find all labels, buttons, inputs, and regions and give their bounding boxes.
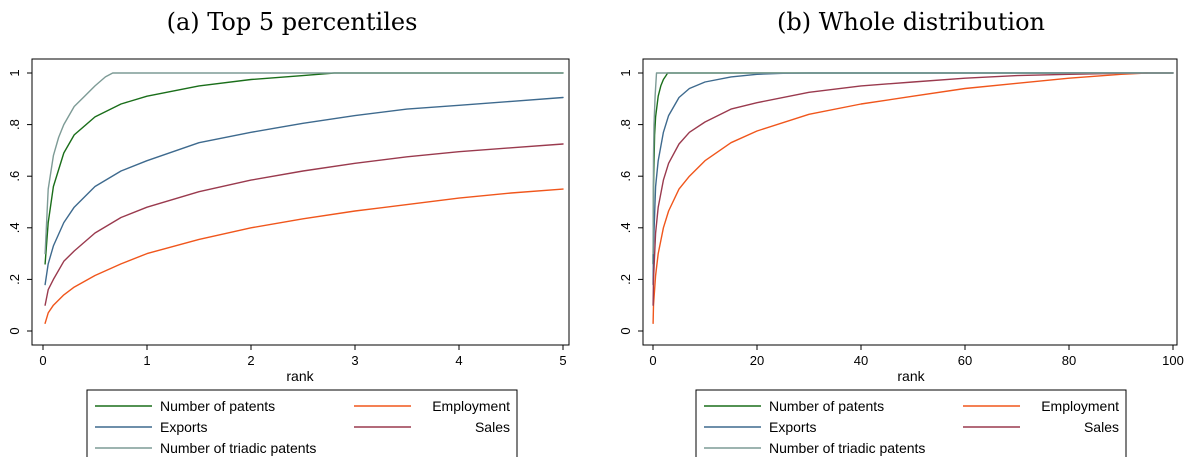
x-tick-label: 80 <box>1062 353 1076 368</box>
x-axis-label: rank <box>897 368 925 384</box>
legend-label: Sales <box>1084 419 1119 435</box>
series-line-sales <box>44 143 564 306</box>
y-tick-label: .8 <box>618 119 633 130</box>
x-tick-label: 4 <box>455 353 462 368</box>
x-tick-label: 100 <box>1162 353 1184 368</box>
x-tick-label: 60 <box>958 353 972 368</box>
series-line-employment <box>44 188 564 324</box>
legend-box <box>695 389 1127 457</box>
x-tick-label: 40 <box>854 353 868 368</box>
legend-label: Number of triadic patents <box>769 440 925 456</box>
legend-label: Number of patents <box>769 398 884 414</box>
legend-label: Sales <box>475 419 510 435</box>
chart-title: (b) Whole distribution <box>777 8 1045 36</box>
series-line-number-of-triadic-patents <box>652 72 1174 255</box>
series-line-number-of-triadic-patents <box>44 72 564 255</box>
x-tick-label: 3 <box>351 353 358 368</box>
chart-panel-0: (a) Top 5 percentiles 0 1 2 3 4 5 0 .2 .4 .6 .8 1 ran… <box>7 8 570 457</box>
y-tick-label: .2 <box>618 274 633 285</box>
legend-label: Employment <box>432 398 510 414</box>
legend-label: Exports <box>160 419 207 435</box>
x-tick-label: 0 <box>39 353 46 368</box>
legend-label: Number of triadic patents <box>160 440 316 456</box>
series-line-exports <box>44 96 564 286</box>
y-tick-label: 0 <box>618 327 633 334</box>
y-tick-label: 0 <box>7 327 22 334</box>
y-tick-label: .6 <box>618 171 633 182</box>
y-tick-label: .4 <box>7 222 22 233</box>
y-tick-label: .6 <box>7 171 22 182</box>
y-tick-label: 1 <box>7 69 22 76</box>
legend-label: Employment <box>1041 398 1119 414</box>
y-tick-label: .2 <box>7 274 22 285</box>
plot-frame <box>642 58 1178 346</box>
x-tick-label: 0 <box>649 353 656 368</box>
y-tick-label: .4 <box>618 222 633 233</box>
x-axis-label: rank <box>286 368 314 384</box>
plot-frame <box>31 58 570 346</box>
x-tick-label: 2 <box>247 353 254 368</box>
series-line-sales <box>652 72 1174 306</box>
series-line-number-of-patents <box>44 72 564 265</box>
y-tick-label: 1 <box>618 69 633 76</box>
x-tick-label: 20 <box>750 353 764 368</box>
x-tick-label: 5 <box>559 353 566 368</box>
legend-label: Exports <box>769 419 816 435</box>
chart-panel-1: (b) Whole distribution 0 20 40 60 80 100 0 .2 .4.… <box>618 8 1184 457</box>
series-line-employment <box>652 72 1148 324</box>
chart-title: (a) Top 5 percentiles <box>167 8 418 36</box>
legend-box <box>86 389 518 457</box>
legend-label: Number of patents <box>160 398 275 414</box>
y-tick-label: .8 <box>7 119 22 130</box>
x-tick-label: 1 <box>143 353 150 368</box>
